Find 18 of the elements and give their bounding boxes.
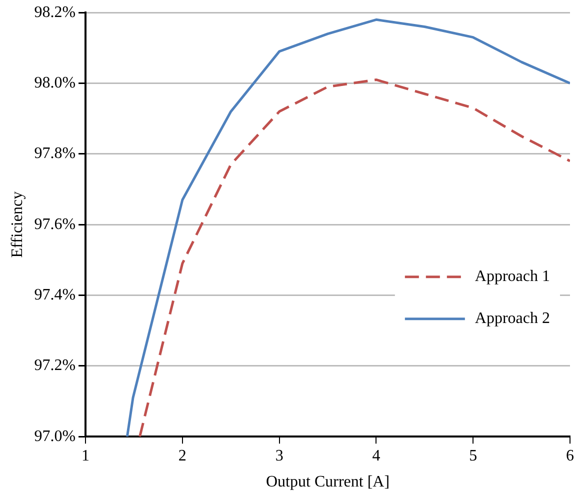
x-tick-label: 5 <box>469 447 478 464</box>
x-tick-label: 4 <box>372 447 380 464</box>
line-series <box>138 78 570 437</box>
x-tick-label: 2 <box>178 447 186 464</box>
x-tick-label: 1 <box>82 447 90 464</box>
x-tick-label: 6 <box>566 447 574 464</box>
legend-label: Approach 1 <box>474 268 550 286</box>
x-tick-label: 3 <box>275 447 284 464</box>
y-tick-label: 97.0% <box>34 428 76 445</box>
y-tick-label: 97.4% <box>34 286 76 304</box>
y-tick-label: 97.8% <box>34 145 76 162</box>
x-axis-title: Output Current [A] <box>266 474 390 491</box>
y-axis-title: Efficiency <box>8 191 26 258</box>
y-tick-label: 98.0% <box>34 74 76 92</box>
y-tick-label: 97.2% <box>34 357 76 374</box>
legend-label: Approach 2 <box>474 310 550 328</box>
y-tick-label: 97.6% <box>34 216 76 233</box>
y-tick-label: 98.2% <box>34 4 76 21</box>
